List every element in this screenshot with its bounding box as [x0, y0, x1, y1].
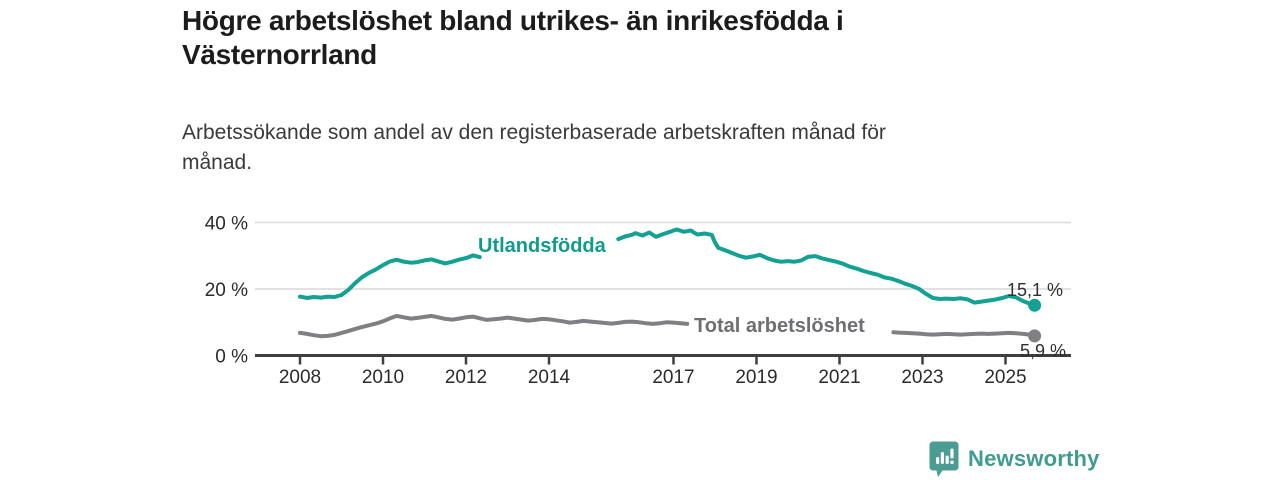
y-tick-label: 20 %	[205, 280, 248, 301]
series-label-utlandsfodda: Utlandsfödda	[478, 235, 607, 257]
y-tick-label: 0 %	[215, 347, 248, 368]
x-tick-label: 2012	[445, 367, 487, 388]
series-endpoint-total	[1028, 329, 1042, 343]
chart-title-line1: Högre arbetslöshet bland utrikes- än inr…	[182, 5, 844, 36]
series-line-utlandsfodda	[298, 253, 482, 300]
x-tick-label: 2021	[818, 367, 860, 388]
series-line-total	[298, 313, 690, 339]
chart-subtitle-line1: Arbetssökande som andel av den registerb…	[182, 121, 886, 144]
series-endpoint-utlandsfodda	[1028, 298, 1042, 312]
series-line-total	[891, 330, 1037, 338]
bar-chart-speech-bubble-icon	[929, 441, 959, 477]
x-tick-label: 2023	[901, 367, 943, 388]
chart-title: Högre arbetslöshet bland utrikes- än inr…	[182, 4, 1082, 72]
series-label-total: Total arbetslöshet	[694, 315, 865, 337]
chart-subtitle-line2: månad.	[182, 151, 253, 174]
x-tick-label: 2025	[984, 367, 1026, 388]
x-tick-label: 2019	[735, 367, 777, 388]
newsworthy-brand: Newsworthy	[929, 440, 1100, 478]
x-tick-label: 2010	[362, 367, 404, 388]
x-tick-label: 2008	[279, 367, 321, 388]
series-line-utlandsfodda	[616, 227, 1037, 308]
chart-subtitle: Arbetssökande som andel av den registerb…	[182, 118, 1082, 178]
end-value-label-total: 5,9 %	[1020, 341, 1066, 361]
end-value-label-utlandsfodda: 15,1 %	[1007, 280, 1063, 300]
y-tick-label: 40 %	[205, 214, 248, 235]
x-tick-label: 2014	[528, 367, 571, 388]
x-tick-label: 2017	[652, 367, 694, 388]
chart-title-line2: Västernorrland	[182, 39, 377, 70]
brand-name: Newsworthy	[968, 446, 1100, 471]
